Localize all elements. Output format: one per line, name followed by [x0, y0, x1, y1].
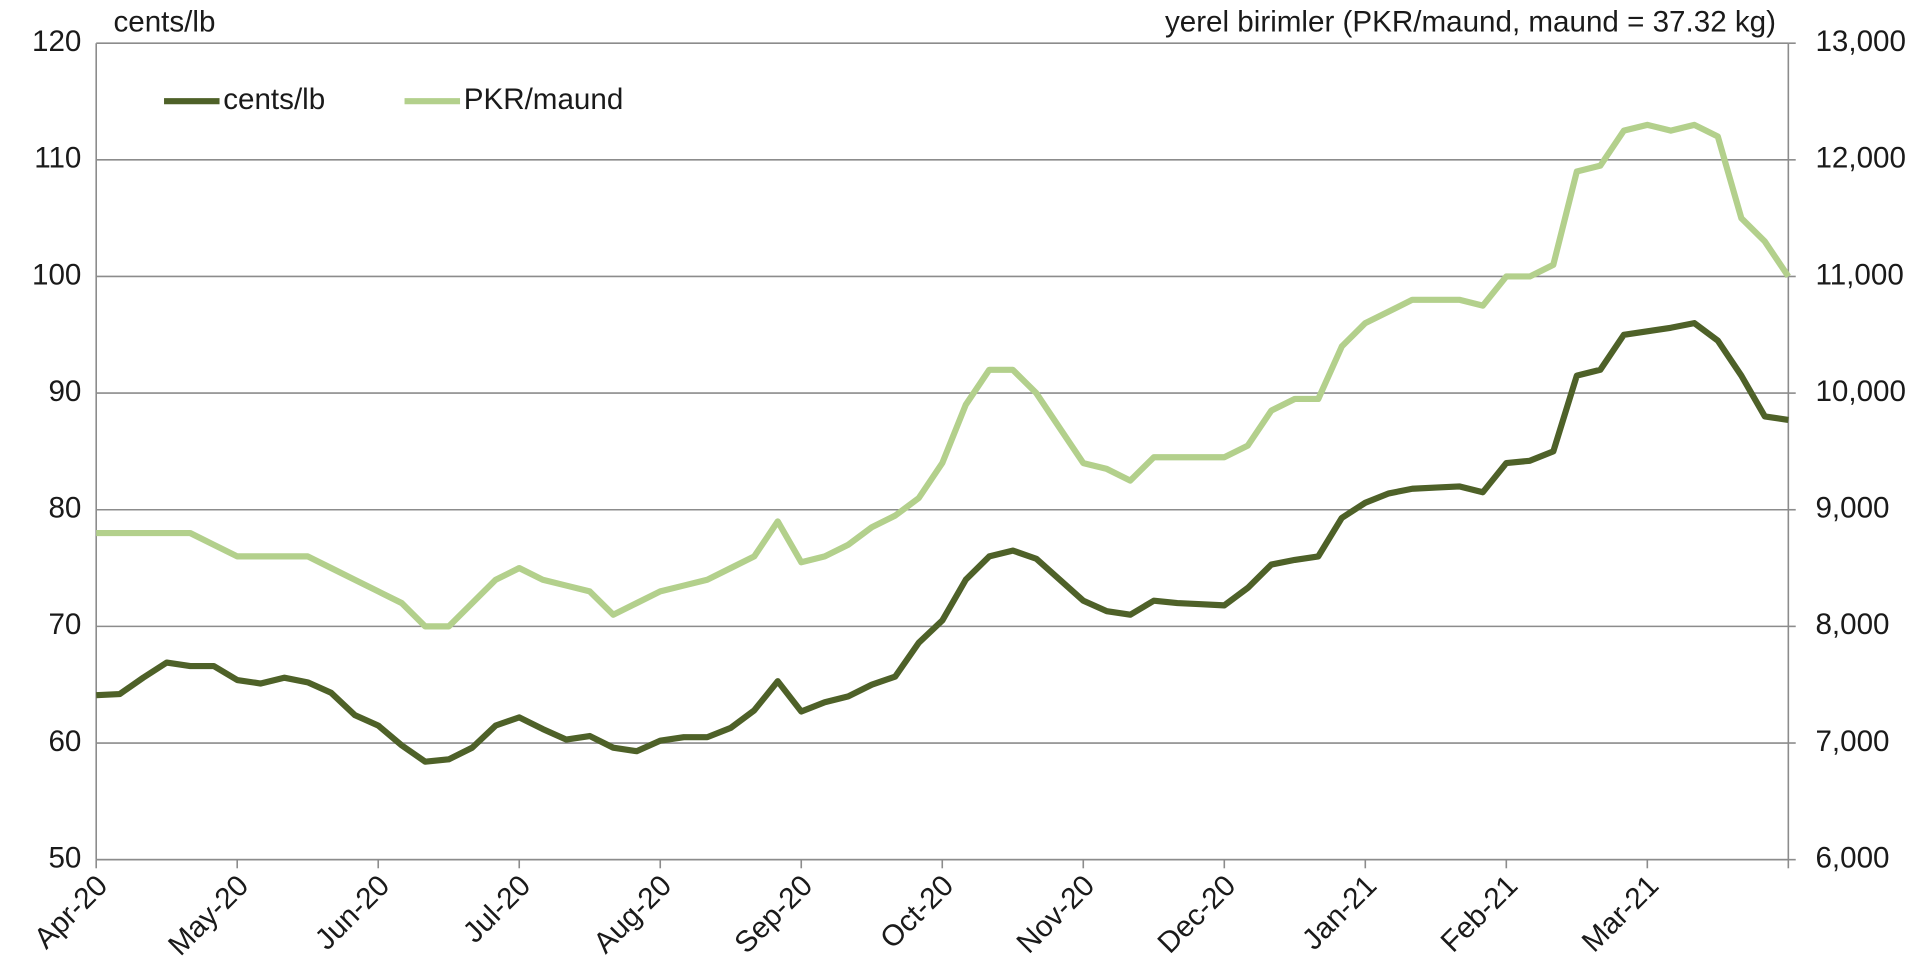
x-tick-label: Apr-20: [28, 869, 114, 955]
y2-tick-label: 7,000: [1815, 725, 1889, 758]
x-tick-label: Feb-21: [1435, 869, 1525, 959]
x-tick-label: May-20: [162, 869, 255, 962]
y2-tick-label: 9,000: [1815, 492, 1889, 525]
y2-tick-label: 6,000: [1815, 841, 1889, 874]
y-tick-label: 120: [32, 25, 81, 58]
y-tick-label: 70: [48, 608, 81, 641]
x-tick-label: Aug-20: [587, 869, 678, 960]
y2-tick-label: 13,000: [1815, 25, 1906, 58]
series-line: [96, 121, 1791, 630]
y-tick-label: 50: [48, 841, 81, 874]
x-tick-label: Jul-20: [457, 869, 537, 949]
y-tick-label: 60: [48, 725, 81, 758]
y2-tick-label: 12,000: [1815, 142, 1906, 175]
series-line: [96, 320, 1789, 765]
legend-label: cents/lb: [223, 83, 325, 116]
legend-label: PKR/maund: [464, 83, 624, 116]
y-axis-label: cents/lb: [113, 5, 215, 38]
x-tick-label: Nov-20: [1010, 869, 1101, 960]
y-tick-label: 100: [32, 258, 81, 291]
x-tick-label: Dec-20: [1151, 869, 1242, 960]
y2-tick-label: 11,000: [1815, 258, 1903, 291]
x-tick-label: Mar-21: [1576, 869, 1666, 959]
y-tick-label: 110: [34, 142, 81, 175]
y2-tick-label: 8,000: [1815, 608, 1889, 641]
x-tick-label: Jan-21: [1296, 869, 1383, 956]
x-tick-label: Sep-20: [728, 869, 819, 960]
y2-tick-label: 10,000: [1815, 375, 1906, 408]
y-tick-label: 80: [48, 492, 81, 525]
x-tick-label: Oct-20: [874, 869, 960, 955]
y2-axis-label: yerel birimler (PKR/maund, maund = 37.32…: [1165, 5, 1776, 38]
x-tick-label: Jun-20: [309, 869, 396, 956]
y-tick-label: 90: [48, 375, 81, 408]
